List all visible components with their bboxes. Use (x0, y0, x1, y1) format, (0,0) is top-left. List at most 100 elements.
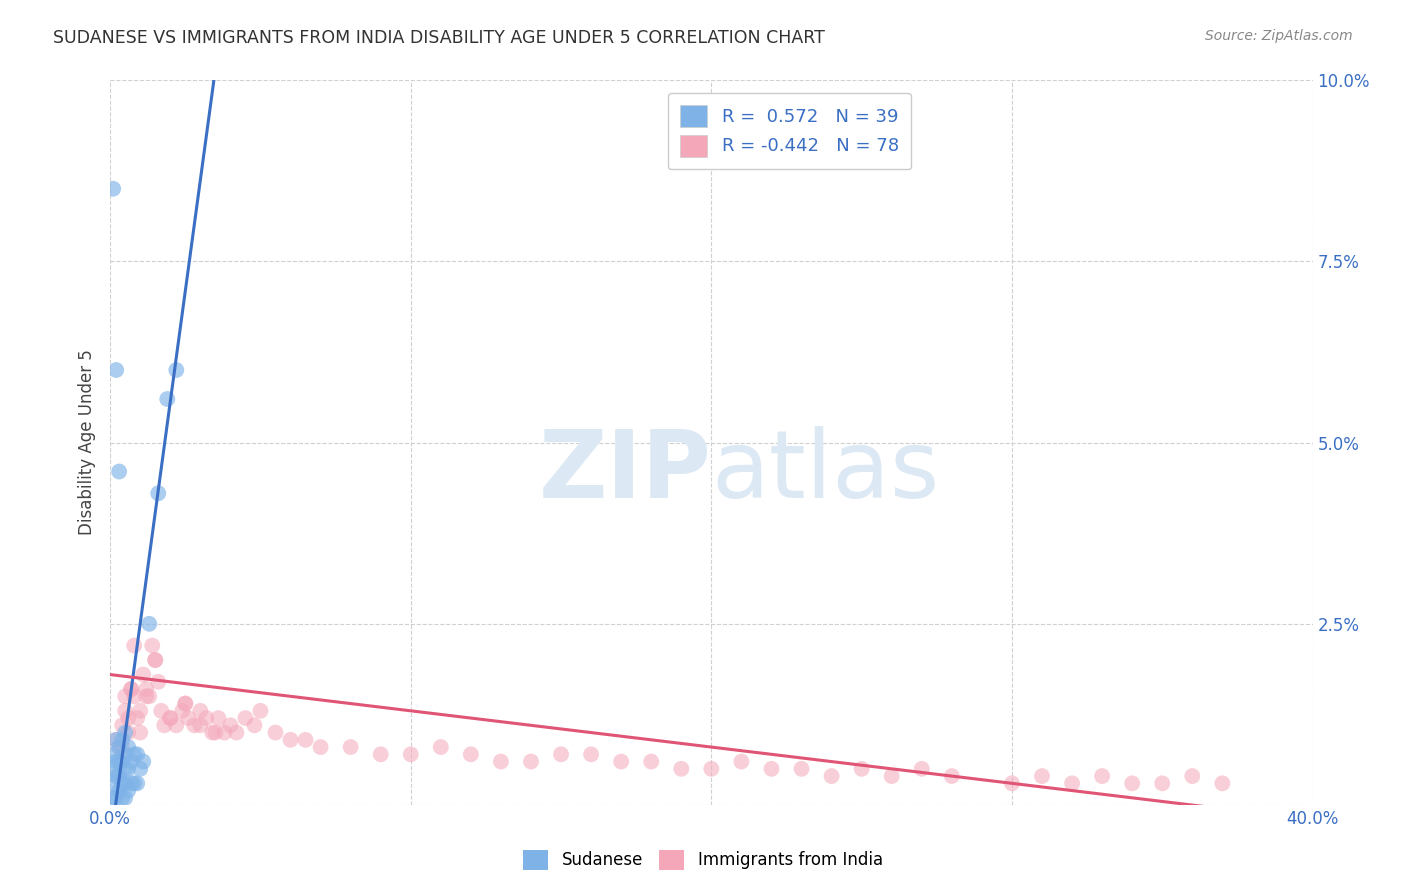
Point (105, 769, 128, 783)
Point (172, 704, 194, 718)
Point (120, 681, 142, 696)
Legend: R =  0.572   N = 39, R = -0.442   N = 78: R = 0.572 N = 39, R = -0.442 N = 78 (668, 93, 911, 169)
Point (132, 755, 155, 769)
Point (700, 762, 723, 776)
Point (114, 762, 136, 776)
Point (111, 740, 134, 755)
Point (370, 747, 392, 762)
Point (127, 776, 149, 790)
Point (610, 755, 633, 769)
Point (214, 725, 236, 739)
Point (399, 747, 422, 762)
Point (122, 776, 145, 790)
Point (851, 762, 873, 776)
Point (1060, 776, 1083, 790)
Point (108, 740, 131, 755)
Point (177, 711, 200, 725)
Point (159, 711, 181, 725)
Point (129, 762, 152, 776)
Text: ZIP: ZIP (538, 425, 711, 517)
Point (790, 762, 813, 776)
Point (183, 718, 205, 732)
Point (761, 762, 783, 776)
Point (165, 363, 187, 377)
Point (117, 725, 139, 739)
Point (880, 769, 903, 783)
Point (579, 747, 602, 762)
Point (1091, 769, 1114, 783)
Point (941, 769, 963, 783)
Point (101, 747, 124, 762)
Point (111, 732, 134, 747)
Point (165, 718, 187, 732)
Point (114, 776, 136, 790)
Point (122, 690, 145, 704)
Point (108, 783, 131, 797)
Text: atlas: atlas (711, 425, 939, 517)
Point (911, 762, 934, 776)
Point (114, 747, 136, 762)
Point (159, 711, 181, 725)
Point (339, 740, 361, 755)
Point (105, 732, 128, 747)
Point (1001, 776, 1024, 790)
Point (460, 747, 482, 762)
Point (101, 776, 124, 790)
Point (235, 711, 257, 725)
Point (120, 681, 142, 696)
Point (174, 697, 197, 711)
Point (153, 718, 176, 732)
Point (156, 392, 179, 406)
Point (1152, 776, 1174, 790)
Point (264, 725, 287, 739)
Point (280, 732, 302, 747)
Point (201, 725, 224, 739)
Point (127, 711, 149, 725)
Point (150, 704, 173, 718)
Point (174, 697, 197, 711)
Point (135, 681, 157, 696)
Point (129, 725, 152, 739)
Point (671, 762, 693, 776)
Point (108, 769, 131, 783)
Point (219, 718, 242, 732)
Point (108, 755, 131, 769)
Point (101, 762, 124, 776)
Point (101, 182, 124, 196)
Point (640, 755, 662, 769)
Point (820, 769, 842, 783)
Point (105, 363, 128, 377)
Point (105, 790, 128, 805)
Point (1211, 776, 1233, 790)
Point (148, 674, 170, 689)
Text: Source: ZipAtlas.com: Source: ZipAtlas.com (1205, 29, 1353, 43)
Point (138, 616, 160, 631)
Point (111, 755, 134, 769)
Point (135, 690, 157, 704)
Point (105, 755, 128, 769)
Point (117, 783, 139, 797)
Point (108, 465, 131, 479)
Point (520, 755, 543, 769)
Point (122, 639, 145, 653)
Point (143, 653, 166, 667)
Point (114, 725, 136, 739)
Point (117, 740, 139, 755)
Point (129, 704, 152, 718)
Point (138, 690, 160, 704)
Point (294, 732, 316, 747)
Point (430, 740, 453, 755)
Point (120, 755, 142, 769)
Point (111, 790, 134, 805)
Point (111, 718, 134, 732)
Text: SUDANESE VS IMMIGRANTS FROM INDIA DISABILITY AGE UNDER 5 CORRELATION CHART: SUDANESE VS IMMIGRANTS FROM INDIA DISABI… (53, 29, 825, 46)
Point (132, 667, 155, 681)
Point (148, 486, 170, 500)
Point (1031, 769, 1053, 783)
Point (1121, 776, 1143, 790)
Point (108, 740, 131, 755)
Point (207, 711, 229, 725)
Point (550, 747, 572, 762)
Point (105, 732, 128, 747)
Point (195, 711, 218, 725)
